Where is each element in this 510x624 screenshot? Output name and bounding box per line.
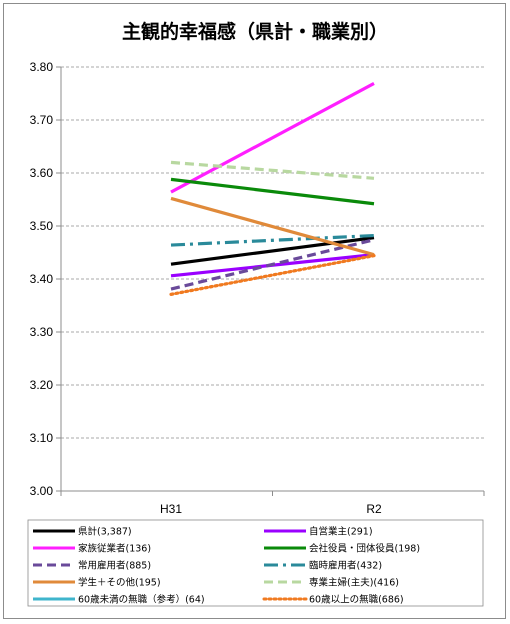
legend-label: 県計(3,387): [78, 526, 132, 538]
y-tick-label: 3.40: [30, 272, 54, 286]
legend-label: 臨時雇用者(432): [309, 560, 382, 572]
series-line: [170, 238, 375, 291]
series-line: [170, 196, 375, 257]
chart-title: 主観的幸福感（県計・職業別）: [122, 20, 388, 43]
legend-label: 家族従業者(136): [78, 543, 151, 555]
legend-label: 常用雇用者(885): [78, 560, 151, 572]
y-tick-label: 3.60: [30, 166, 54, 180]
plot-area: 3.00 3.10 3.20 3.30 3.40 3.50 3.60 3.70 3.80 H31 R…: [30, 60, 485, 516]
series-line: [170, 160, 375, 180]
legend-label: 会社役員・団体役員(198): [309, 543, 420, 555]
y-tick-label: 3.70: [30, 113, 54, 127]
y-tick-label: 3.50: [30, 219, 54, 233]
y-tick-label: 3.10: [30, 431, 54, 445]
legend-label: 60歳未満の無職（参考）(64): [78, 594, 205, 606]
series-line: [169, 254, 376, 296]
legend-label: 学生＋その他(195): [78, 577, 161, 589]
y-tick-label: 3.00: [30, 484, 54, 498]
series-line: [170, 82, 375, 194]
legend-box: [27, 519, 484, 607]
y-tick-label: 3.80: [30, 60, 54, 74]
series-line: [170, 177, 375, 206]
series-line: [170, 236, 375, 266]
legend-label: 60歳以上の無職(686): [309, 594, 404, 606]
y-tick-label: 3.30: [30, 325, 54, 339]
legend: 県計(3,387) 自営業主(291) 家族従業者(136) 会社役員・団体役員(19…: [27, 519, 484, 607]
y-tick-label: 3.20: [30, 378, 54, 392]
legend-label: 専業主婦(主夫)(416): [309, 577, 399, 589]
legend-label: 自営業主(291): [309, 526, 373, 538]
x-tick-label: R2: [366, 502, 382, 516]
chart-frame: [3, 3, 506, 619]
series-line: [170, 233, 375, 247]
x-tick-label: H31: [160, 502, 182, 516]
